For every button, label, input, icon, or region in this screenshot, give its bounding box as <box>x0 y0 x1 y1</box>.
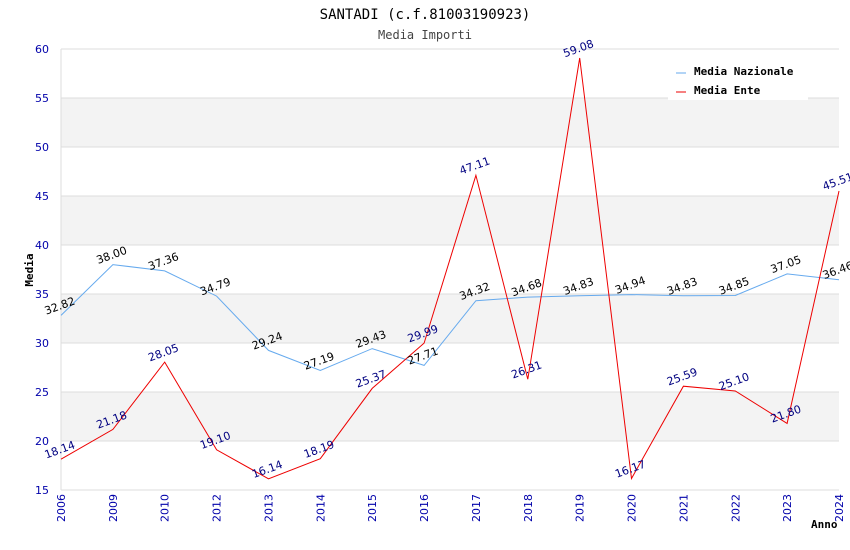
data-label-s0-2020: 34.94 <box>613 274 647 297</box>
series-lines <box>60 57 840 481</box>
data-label-s1-2021: 25.59 <box>665 365 699 388</box>
x-tick-2017: 2017 <box>470 494 483 522</box>
x-tick-2018: 2018 <box>522 494 535 522</box>
y-axis-label: Media <box>23 253 36 286</box>
data-label-s0-2014: 27.19 <box>302 350 336 373</box>
x-tick-2013: 2013 <box>262 494 275 522</box>
legend-label-ente: Media Ente <box>694 84 761 97</box>
data-label-s1-2013: 16.14 <box>250 458 284 481</box>
x-tick-2019: 2019 <box>574 494 587 522</box>
y-axis-ticks: 15 20 25 30 35 40 45 50 55 60 <box>35 43 49 497</box>
y-tick-40: 40 <box>35 239 49 252</box>
y-tick-60: 60 <box>35 43 49 56</box>
x-axis-ticks: 2006 2009 2010 2012 2013 2014 2015 2016 2017 2018… <box>55 494 846 522</box>
y-tick-45: 45 <box>35 190 49 203</box>
data-label-s0-2016: 27.71 <box>406 345 440 368</box>
data-label-s0-2010: 37.36 <box>146 250 180 273</box>
x-tick-2016: 2016 <box>418 494 431 522</box>
legend-box <box>668 58 808 100</box>
x-tick-2012: 2012 <box>211 494 224 522</box>
data-label-s1-2020: 16.17 <box>613 458 647 481</box>
chart-subtitle: Media Importi <box>378 28 472 42</box>
y-tick-55: 55 <box>35 92 49 105</box>
data-label-s1-2024: 45.51 <box>821 170 850 193</box>
legend: Media Nazionale Media Ente <box>668 58 808 100</box>
x-tick-2006: 2006 <box>55 494 68 522</box>
data-label-s1-2019: 59.08 <box>561 37 595 60</box>
chart-title: SANTADI (c.f.81003190923) <box>320 7 531 23</box>
data-label-s1-2015: 25.37 <box>354 368 388 391</box>
data-label-s1-2010: 28.05 <box>146 341 180 364</box>
data-label-s0-2024: 36.46 <box>821 259 850 282</box>
background-band <box>61 392 839 441</box>
background-band <box>61 98 839 147</box>
y-tick-30: 30 <box>35 337 49 350</box>
background-band <box>61 294 839 343</box>
x-tick-2021: 2021 <box>677 494 690 522</box>
data-label-s0-2023: 37.05 <box>769 253 803 276</box>
x-tick-2010: 2010 <box>159 494 172 522</box>
series-line-0 <box>60 264 840 372</box>
x-tick-2014: 2014 <box>314 494 327 522</box>
y-tick-15: 15 <box>35 484 49 497</box>
data-label-s1-2017: 47.11 <box>458 155 492 178</box>
x-tick-2020: 2020 <box>626 494 639 522</box>
y-tick-35: 35 <box>35 288 49 301</box>
x-tick-2024: 2024 <box>833 494 846 522</box>
gridlines <box>60 48 839 491</box>
data-label-s1-2022: 25.10 <box>717 370 751 393</box>
x-tick-2009: 2009 <box>107 494 120 522</box>
x-tick-2023: 2023 <box>781 494 794 522</box>
x-axis-label: Anno <box>811 518 838 531</box>
background-band <box>61 196 839 245</box>
background-bands <box>61 98 839 441</box>
data-label-s0-2009: 38.00 <box>95 244 129 267</box>
y-tick-25: 25 <box>35 386 49 399</box>
series-line-1 <box>60 57 840 481</box>
y-tick-20: 20 <box>35 435 49 448</box>
data-label-s1-2018: 26.31 <box>510 358 544 381</box>
x-tick-2022: 2022 <box>729 494 742 522</box>
legend-label-nazionale: Media Nazionale <box>694 65 794 78</box>
x-tick-2015: 2015 <box>366 494 379 522</box>
y-tick-50: 50 <box>35 141 49 154</box>
